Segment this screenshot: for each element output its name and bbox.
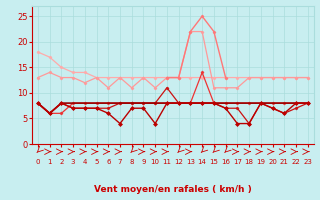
- X-axis label: Vent moyen/en rafales ( km/h ): Vent moyen/en rafales ( km/h ): [94, 185, 252, 194]
